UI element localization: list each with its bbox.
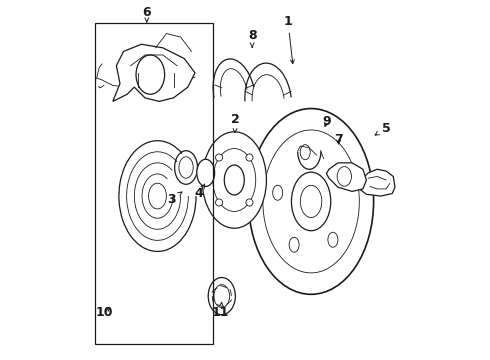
Ellipse shape [337,167,351,186]
Polygon shape [113,44,195,102]
Circle shape [246,154,253,161]
Ellipse shape [336,169,345,184]
Ellipse shape [292,172,331,231]
Ellipse shape [248,109,373,294]
Text: 11: 11 [212,302,229,319]
Text: 6: 6 [143,6,151,22]
Text: 2: 2 [231,113,240,132]
Ellipse shape [174,151,197,184]
Ellipse shape [213,149,256,211]
Ellipse shape [272,185,283,200]
Bar [132,61,140,66]
Text: 3: 3 [168,192,182,206]
Ellipse shape [148,183,167,209]
Text: 1: 1 [284,14,294,64]
Ellipse shape [214,285,230,307]
Text: 5: 5 [375,122,391,135]
Circle shape [246,199,253,206]
Circle shape [216,154,222,161]
Ellipse shape [328,232,338,247]
Text: 7: 7 [334,134,343,147]
Ellipse shape [136,55,165,94]
Polygon shape [326,163,367,192]
Ellipse shape [289,237,299,252]
Ellipse shape [197,159,215,186]
Ellipse shape [300,145,310,160]
Ellipse shape [208,278,235,315]
Ellipse shape [202,132,267,228]
Circle shape [216,199,222,206]
Text: 4: 4 [195,184,205,200]
Ellipse shape [263,130,359,273]
Polygon shape [359,169,395,196]
Text: 10: 10 [95,306,113,319]
Text: 8: 8 [248,29,256,48]
Ellipse shape [179,157,193,178]
Ellipse shape [300,185,322,217]
Text: 9: 9 [323,114,331,127]
Ellipse shape [224,165,245,195]
Bar [95,23,213,344]
